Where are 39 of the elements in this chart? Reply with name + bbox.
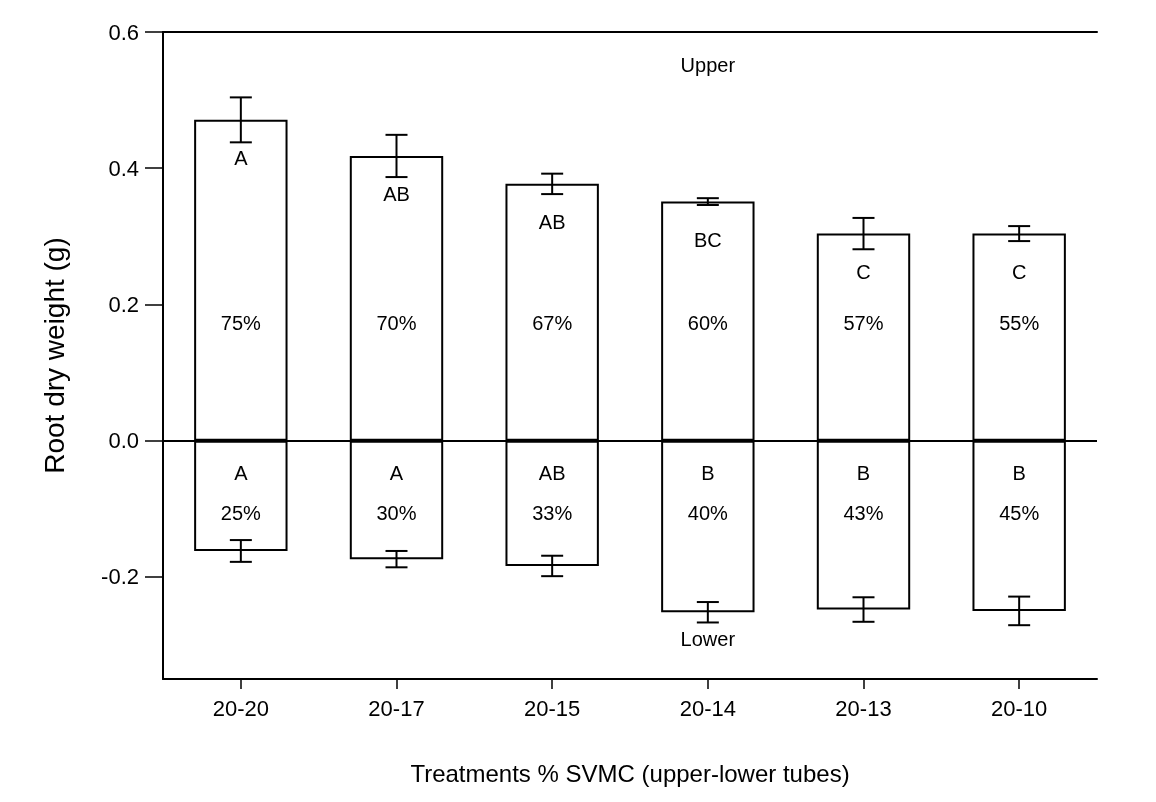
annotation: Upper <box>680 54 736 76</box>
annotation: AB <box>538 210 566 233</box>
x-tick-label: 20-10 <box>991 695 1048 721</box>
x-tick-label: 20-20 <box>212 695 269 721</box>
annotation: AB <box>538 461 566 484</box>
annotation: 45% <box>999 501 1040 524</box>
annotation: 40% <box>687 501 729 524</box>
annotation: 55% <box>999 311 1040 334</box>
y-tick-label: 0.0 <box>108 428 139 454</box>
annotation: 43% <box>843 501 884 524</box>
x-tick-label: 20-14 <box>679 695 736 721</box>
annotation: B <box>856 461 871 484</box>
annotation: 57% <box>843 311 884 334</box>
y-axis-title: Root dry weight (g) <box>38 237 70 474</box>
y-tick-label: 0.6 <box>108 19 139 45</box>
annotation: B <box>701 461 715 484</box>
annotation: 25% <box>220 501 262 524</box>
annotation: A <box>234 461 249 484</box>
annotation: A <box>389 461 404 484</box>
annotation: Lower <box>680 628 736 650</box>
annotation: 67% <box>532 311 573 334</box>
annotation: 75% <box>220 311 262 334</box>
y-tick-label: 0.2 <box>108 291 139 317</box>
y-tick-label: -0.2 <box>101 564 139 590</box>
y-tick-label: 0.4 <box>108 155 139 181</box>
annotation: BC <box>693 228 722 251</box>
annotation: A <box>234 146 249 169</box>
x-axis-title: Treatments % SVMC (upper-lower tubes) <box>410 759 850 787</box>
annotation: B <box>1012 461 1026 484</box>
x-tick-label: 20-17 <box>368 695 425 721</box>
annotation: 70% <box>376 311 417 334</box>
x-tick-label: 20-13 <box>835 695 892 721</box>
annotation: 33% <box>532 501 573 524</box>
annotation: AB <box>383 182 410 205</box>
x-tick-label: 20-15 <box>524 695 581 721</box>
annotation: 60% <box>687 311 729 334</box>
annotation: C <box>856 260 871 283</box>
annotation: 30% <box>376 501 417 524</box>
annotation: C <box>1011 260 1027 283</box>
